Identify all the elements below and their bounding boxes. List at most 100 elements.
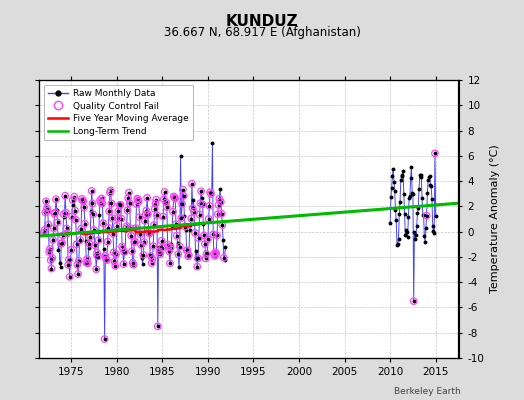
Point	[140, 239, 148, 245]
Point	[103, 257, 111, 263]
Point	[174, 251, 182, 258]
Point	[109, 230, 117, 237]
Point	[151, 200, 160, 207]
Point	[68, 213, 76, 220]
Point	[131, 238, 139, 245]
Point	[189, 205, 197, 212]
Point	[194, 235, 203, 242]
Point	[45, 249, 53, 255]
Point	[409, 298, 418, 304]
Point	[184, 253, 192, 260]
Point	[40, 227, 49, 233]
Point	[129, 262, 138, 268]
Point	[117, 215, 126, 222]
Point	[162, 204, 171, 210]
Point	[125, 200, 134, 206]
Point	[211, 253, 219, 259]
Point	[40, 230, 48, 236]
Point	[64, 262, 72, 268]
Point	[183, 247, 192, 253]
Point	[92, 266, 101, 272]
Point	[72, 241, 81, 248]
Point	[80, 204, 89, 211]
Point	[195, 212, 204, 218]
Point	[171, 195, 179, 202]
Point	[47, 257, 55, 264]
Point	[84, 260, 92, 267]
Point	[214, 211, 222, 217]
Point	[167, 244, 175, 251]
Point	[123, 223, 131, 229]
Point	[82, 260, 91, 266]
Point	[127, 232, 135, 239]
Point	[122, 226, 130, 232]
Point	[96, 199, 105, 206]
Point	[149, 243, 157, 249]
Point	[135, 214, 144, 220]
Point	[165, 248, 173, 254]
Point	[204, 216, 213, 222]
Point	[63, 230, 72, 236]
Point	[197, 188, 205, 194]
Point	[133, 201, 141, 207]
Point	[139, 252, 148, 258]
Point	[53, 219, 62, 226]
Point	[65, 256, 73, 263]
Point	[107, 200, 116, 207]
Point	[150, 206, 159, 212]
Text: 36.667 N, 68.917 E (Afghanistan): 36.667 N, 68.917 E (Afghanistan)	[163, 26, 361, 39]
Point	[116, 202, 125, 208]
Point	[212, 250, 221, 257]
Point	[111, 262, 119, 269]
Point	[150, 222, 158, 228]
Point	[218, 222, 226, 228]
Point	[88, 200, 96, 207]
Point	[162, 199, 170, 206]
Point	[90, 227, 98, 233]
Point	[119, 261, 128, 267]
Point	[148, 256, 157, 262]
Point	[216, 198, 225, 205]
Point	[137, 242, 145, 248]
Point	[110, 258, 118, 264]
Point	[163, 242, 172, 248]
Point	[422, 212, 431, 219]
Point	[206, 189, 214, 195]
Point	[156, 251, 164, 258]
Point	[215, 196, 223, 202]
Point	[62, 209, 70, 216]
Point	[89, 211, 97, 218]
Point	[41, 209, 50, 216]
Point	[70, 193, 79, 200]
Point	[157, 238, 166, 244]
Point	[74, 271, 82, 277]
Point	[114, 208, 123, 214]
Point	[213, 232, 221, 239]
Point	[74, 258, 83, 264]
Point	[91, 242, 99, 248]
Point	[113, 222, 121, 229]
Point	[172, 232, 181, 239]
Point	[77, 226, 85, 232]
Point	[204, 236, 212, 242]
Point	[94, 237, 103, 243]
Point	[59, 211, 68, 218]
Point	[101, 336, 109, 342]
Point	[154, 323, 162, 330]
Point	[152, 196, 160, 203]
Point	[193, 264, 201, 270]
Point	[214, 202, 223, 208]
Point	[164, 243, 172, 250]
Point	[134, 196, 142, 202]
Point	[49, 237, 57, 243]
Point	[106, 189, 114, 196]
Point	[133, 196, 141, 202]
Point	[62, 225, 71, 232]
Point	[69, 197, 77, 203]
Text: KUNDUZ: KUNDUZ	[226, 14, 298, 29]
Point	[79, 198, 88, 204]
Point	[85, 240, 94, 247]
Point	[128, 260, 137, 266]
Point	[179, 193, 188, 199]
Point	[101, 252, 110, 259]
